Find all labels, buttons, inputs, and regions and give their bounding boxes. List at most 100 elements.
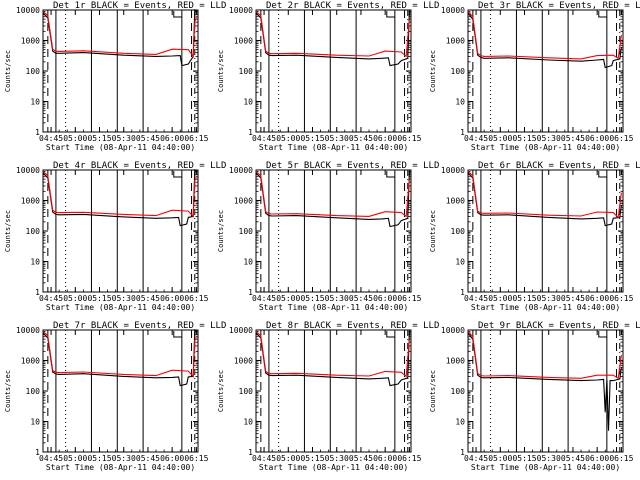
y-tick-label: 100 (239, 227, 254, 236)
y-axis-label: Counts/sec (4, 210, 12, 252)
x-tick-label: 06:00 (373, 294, 397, 303)
x-tick-label: 04:45 (464, 454, 488, 463)
chart-title: Det 4r BLACK = Events, RED = LLD (53, 161, 226, 171)
x-tick-label: 05:30 (537, 294, 561, 303)
series-events-line (467, 332, 622, 431)
y-tick-label: 1 (248, 448, 253, 457)
x-axis-label: Start Time (08-Apr-11 04:40:00) (259, 463, 408, 472)
x-tick-label: 06:00 (160, 134, 184, 143)
series-events-line (255, 171, 410, 228)
saa-marker (386, 331, 395, 338)
x-tick-label: 05:45 (136, 294, 160, 303)
x-axis-label: Start Time (08-Apr-11 04:40:00) (471, 143, 620, 152)
x-tick-label: 04:45 (464, 294, 488, 303)
x-tick-label: 06:15 (397, 454, 421, 463)
y-tick-label: 1000 (234, 37, 253, 46)
chart-title: Det 5r BLACK = Events, RED = LLD (266, 161, 439, 171)
x-tick-label: 05:30 (112, 134, 136, 143)
chart-panel-8: Det 8r BLACK = Events, RED = LLD Counts/s… (217, 321, 439, 472)
y-tick-label: 100 (451, 387, 466, 396)
chart-panel-7: Det 7r BLACK = Events, RED = LLD Counts/s… (4, 321, 226, 472)
x-tick-label: 05:00 (63, 294, 87, 303)
x-tick-label: 05:15 (300, 454, 324, 463)
x-tick-label: 06:15 (184, 454, 208, 463)
y-tick-label: 1000 (446, 357, 465, 366)
x-axis-label: Start Time (08-Apr-11 04:40:00) (46, 463, 195, 472)
x-tick-label: 05:00 (63, 454, 87, 463)
x-axis-label: Start Time (08-Apr-11 04:40:00) (259, 303, 408, 312)
x-axis-label: Start Time (08-Apr-11 04:40:00) (46, 143, 195, 152)
chart-title: Det 1r BLACK = Events, RED = LLD (53, 1, 226, 11)
saa-marker (173, 11, 182, 18)
x-tick-label: 06:00 (585, 294, 609, 303)
x-tick-label: 05:00 (488, 134, 512, 143)
x-tick-label: 06:15 (184, 134, 208, 143)
y-axis-label: Counts/sec (217, 210, 225, 252)
y-axis-label: Counts/sec (4, 370, 12, 412)
chart-title: Det 8r BLACK = Events, RED = LLD (266, 321, 439, 331)
plot-frame (467, 169, 624, 293)
x-axis-label: Start Time (08-Apr-11 04:40:00) (471, 303, 620, 312)
chart-panel-9: Det 9r BLACK = Events, RED = LLD Counts/s… (429, 321, 640, 472)
y-tick-label: 100 (451, 227, 466, 236)
x-tick-label: 04:45 (252, 454, 276, 463)
y-axis-label: Counts/sec (429, 210, 437, 252)
chart-panel-6: Det 6r BLACK = Events, RED = LLD Counts/s… (429, 161, 640, 312)
x-tick-label: 06:00 (160, 294, 184, 303)
x-axis-label: Start Time (08-Apr-11 04:40:00) (46, 303, 195, 312)
x-tick-label: 05:30 (325, 134, 349, 143)
series-events-line (42, 328, 197, 387)
x-tick-label: 05:15 (300, 294, 324, 303)
x-tick-label: 05:30 (537, 134, 561, 143)
series-events-line (467, 12, 622, 69)
x-tick-label: 05:00 (488, 454, 512, 463)
y-tick-label: 10000 (441, 326, 465, 335)
y-tick-label: 1000 (234, 197, 253, 206)
saa-marker (173, 331, 182, 338)
y-tick-label: 1000 (21, 357, 40, 366)
y-tick-label: 10000 (441, 166, 465, 175)
y-tick-label: 1000 (21, 37, 40, 46)
y-tick-label: 100 (451, 67, 466, 76)
y-tick-label: 1000 (446, 197, 465, 206)
x-tick-label: 06:15 (609, 294, 633, 303)
x-tick-label: 05:15 (512, 134, 536, 143)
saa-marker (598, 331, 607, 338)
y-tick-label: 10 (243, 418, 253, 427)
series-events-line (42, 8, 197, 67)
x-tick-label: 06:00 (373, 134, 397, 143)
x-tick-label: 06:00 (585, 134, 609, 143)
saa-marker (173, 171, 182, 178)
x-tick-label: 05:00 (488, 294, 512, 303)
y-tick-label: 10000 (229, 326, 253, 335)
saa-marker (386, 171, 395, 178)
series-lld-line (255, 170, 410, 218)
y-tick-label: 10000 (16, 326, 40, 335)
x-tick-label: 05:30 (537, 454, 561, 463)
plot-frame (42, 9, 199, 133)
saa-marker (598, 171, 607, 178)
y-tick-label: 1 (248, 128, 253, 137)
x-tick-label: 04:45 (39, 134, 63, 143)
x-tick-label: 05:45 (561, 134, 585, 143)
x-tick-label: 06:15 (397, 294, 421, 303)
plot-frame (42, 329, 199, 453)
x-tick-label: 05:45 (349, 134, 373, 143)
x-tick-label: 06:00 (373, 454, 397, 463)
y-tick-label: 100 (239, 67, 254, 76)
series-lld-line (467, 11, 622, 60)
y-tick-label: 1000 (446, 37, 465, 46)
y-tick-label: 1 (460, 128, 465, 137)
y-tick-label: 100 (26, 227, 41, 236)
x-axis-label: Start Time (08-Apr-11 04:40:00) (471, 463, 620, 472)
series-events-line (255, 331, 410, 387)
series-lld-line (255, 10, 410, 58)
y-tick-label: 10000 (441, 6, 465, 15)
x-tick-label: 06:00 (585, 454, 609, 463)
chart-panel-3: Det 3r BLACK = Events, RED = LLD Counts/s… (429, 1, 640, 152)
x-tick-label: 05:15 (87, 134, 111, 143)
saa-marker (386, 11, 395, 18)
y-axis-label: Counts/sec (4, 50, 12, 92)
y-tick-label: 10000 (229, 166, 253, 175)
y-tick-label: 100 (26, 67, 41, 76)
